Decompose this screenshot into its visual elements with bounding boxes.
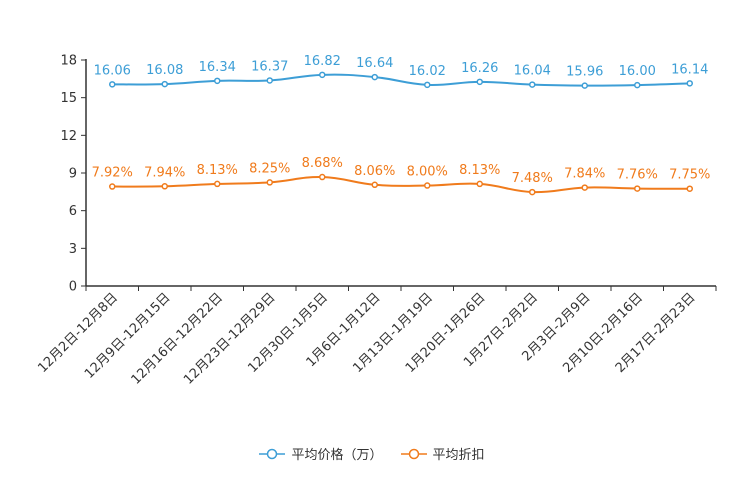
discount-point[interactable] <box>109 183 116 190</box>
legend-item-price[interactable]: 平均价格（万） <box>259 444 383 463</box>
legend-discount-label: 平均折扣 <box>432 448 485 463</box>
y-tick-label: 0 <box>69 280 77 295</box>
price-point[interactable] <box>214 77 221 85</box>
price-data-label: 16.64 <box>356 56 393 71</box>
y-tick-label: 12 <box>60 129 77 144</box>
price-data-label: 16.08 <box>146 63 183 78</box>
price-data-label: 16.02 <box>409 64 446 79</box>
discount-point[interactable] <box>581 184 588 191</box>
price-point[interactable] <box>476 78 483 86</box>
price-point[interactable] <box>581 82 588 89</box>
price-point[interactable] <box>686 80 693 87</box>
price-series-line <box>112 73 690 87</box>
discount-point[interactable] <box>371 181 378 189</box>
discount-data-label: 7.84% <box>564 167 605 182</box>
discount-data-label: 7.94% <box>144 165 185 180</box>
discount-data-label: 7.92% <box>92 166 133 181</box>
discount-data-label: 8.06% <box>354 164 395 179</box>
legend-price-label: 平均价格（万） <box>291 448 383 463</box>
discount-data-label: 7.48% <box>512 171 553 186</box>
price-data-label: 16.06 <box>94 63 131 78</box>
price-data-label: 16.34 <box>199 60 236 75</box>
price-data-label: 16.14 <box>671 62 708 77</box>
price-point[interactable] <box>371 73 378 81</box>
y-tick-label: 18 <box>60 54 77 69</box>
legend-item-discount[interactable]: 平均折扣 <box>400 444 485 463</box>
price-data-label: 16.37 <box>251 59 288 74</box>
discount-point[interactable] <box>214 180 221 188</box>
price-point[interactable] <box>529 81 536 88</box>
discount-data-label: 8.13% <box>459 163 500 178</box>
discount-data-label: 8.68% <box>302 156 343 171</box>
price-data-label: 16.26 <box>461 61 498 76</box>
legend-price-marker-icon <box>259 448 286 459</box>
discount-point[interactable] <box>529 188 536 196</box>
discount-data-label: 8.00% <box>407 165 448 180</box>
price-data-label: 15.96 <box>566 65 603 80</box>
y-tick-label: 6 <box>69 204 77 219</box>
y-tick-label: 9 <box>69 167 77 182</box>
discount-point[interactable] <box>634 185 641 192</box>
discount-point[interactable] <box>686 185 693 192</box>
discount-data-label: 8.13% <box>197 163 238 178</box>
price-point[interactable] <box>424 81 431 89</box>
x-tick-label: 12月16日-12月22日 <box>129 290 226 387</box>
discount-point[interactable] <box>266 179 273 186</box>
price-point[interactable] <box>266 77 273 84</box>
discount-data-label: 8.25% <box>249 161 290 176</box>
discount-series-line <box>112 176 690 194</box>
price-point[interactable] <box>319 71 326 79</box>
price-point[interactable] <box>161 80 168 88</box>
price-data-label: 16.04 <box>514 64 551 79</box>
price-point[interactable] <box>634 81 641 89</box>
legend-discount-marker-icon <box>400 448 427 459</box>
y-tick-label: 15 <box>60 91 77 106</box>
discount-point[interactable] <box>424 182 431 189</box>
discount-point[interactable] <box>161 183 168 190</box>
price-data-label: 16.00 <box>619 64 656 79</box>
discount-data-label: 7.75% <box>669 168 710 183</box>
discount-point[interactable] <box>476 180 483 188</box>
chart-legend: 平均价格（万） 平均折扣 <box>0 444 744 463</box>
price-point[interactable] <box>109 81 116 88</box>
y-tick-label: 3 <box>69 242 77 257</box>
x-tick-label: 12月23日-12月29日 <box>181 290 278 387</box>
price-data-label: 16.82 <box>304 54 341 69</box>
discount-data-label: 7.76% <box>617 168 658 183</box>
discount-point[interactable] <box>319 173 326 181</box>
